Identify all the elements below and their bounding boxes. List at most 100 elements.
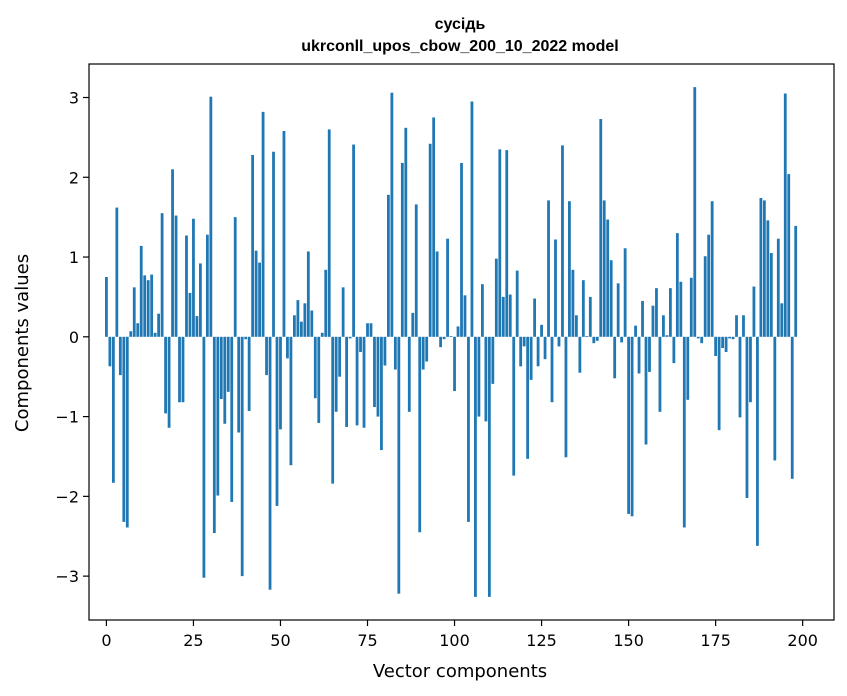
bar (609, 260, 613, 337)
bar (118, 336, 122, 376)
y-axis-ticks: −3 −2 −1 0 1 2 3 (55, 89, 89, 586)
y-axis-label: Components values (12, 254, 33, 432)
y-tick-label: 0 (69, 328, 79, 347)
bar (202, 336, 206, 578)
bar (404, 127, 408, 337)
bar (463, 295, 467, 337)
bar (724, 336, 728, 352)
bar (467, 336, 470, 522)
bar (331, 336, 335, 484)
bar (150, 274, 154, 337)
bar (129, 331, 133, 337)
bar (578, 336, 582, 373)
bar (442, 336, 446, 340)
bar (362, 336, 366, 428)
bar (407, 336, 411, 412)
bar (606, 219, 610, 337)
bar (303, 303, 307, 337)
bar (139, 245, 143, 337)
bar (380, 336, 383, 451)
bar (675, 233, 679, 337)
bar (237, 336, 241, 433)
bar (536, 336, 540, 367)
bar (776, 238, 780, 337)
bar (588, 296, 592, 337)
bar (522, 336, 526, 347)
bar (745, 336, 749, 498)
bar (366, 323, 369, 337)
bar (387, 194, 390, 337)
bar (501, 296, 505, 337)
bar (494, 258, 498, 337)
bar (519, 336, 523, 367)
x-axis-ticks: 0 25 50 75 100 125 150 175 200 (101, 620, 818, 650)
bar (146, 280, 150, 337)
bar (616, 283, 620, 337)
bar (707, 234, 711, 337)
bar (731, 336, 735, 340)
y-tick-label: 3 (69, 89, 79, 108)
bar (557, 336, 561, 347)
bar (700, 336, 704, 344)
bar (630, 336, 634, 517)
bar (641, 300, 644, 337)
bar (665, 335, 669, 337)
bar (296, 300, 300, 337)
bar (425, 336, 429, 362)
bar (508, 294, 512, 337)
bar (320, 332, 324, 337)
bar (773, 336, 777, 461)
bar (334, 336, 338, 412)
bar (282, 131, 286, 337)
bar (717, 336, 721, 431)
bar (212, 336, 216, 534)
bar (599, 119, 603, 337)
bar (414, 204, 418, 337)
bar (164, 336, 167, 414)
x-axis-label: Vector components (373, 661, 547, 682)
y-tick-label: −2 (55, 487, 79, 506)
bar (526, 336, 530, 459)
bar (703, 256, 707, 337)
bar (710, 201, 714, 337)
bar (341, 287, 345, 337)
bar (721, 336, 724, 348)
bar (658, 336, 662, 412)
bar (376, 336, 380, 417)
bar (543, 336, 547, 360)
bar (529, 336, 533, 380)
bar (205, 234, 209, 337)
bar (171, 169, 174, 337)
bar (592, 336, 596, 344)
bar (219, 336, 223, 400)
x-tick-label: 75 (357, 631, 377, 650)
bar (428, 143, 432, 337)
bar (689, 277, 693, 337)
bar (132, 287, 136, 337)
bar (742, 315, 745, 337)
bar (268, 336, 272, 590)
bar (752, 286, 756, 337)
bar (359, 336, 362, 352)
bar (324, 269, 328, 337)
bar (108, 336, 112, 367)
bar (439, 336, 443, 348)
bar (157, 313, 161, 337)
bar (310, 310, 314, 337)
chart-title-line-2: ukrconll_upos_cbow_200_10_2022 model (301, 38, 618, 55)
bar (115, 207, 119, 337)
bar (682, 336, 686, 528)
bar (449, 336, 453, 337)
bar (762, 200, 766, 337)
bar (714, 336, 718, 356)
x-tick-label: 175 (700, 631, 731, 650)
bar (728, 336, 731, 339)
bar (223, 336, 227, 424)
bar (794, 225, 798, 337)
bar (199, 263, 202, 337)
bar (672, 336, 676, 364)
bar (623, 248, 627, 337)
bar (338, 336, 342, 377)
bar (435, 251, 439, 337)
bar (400, 162, 404, 337)
